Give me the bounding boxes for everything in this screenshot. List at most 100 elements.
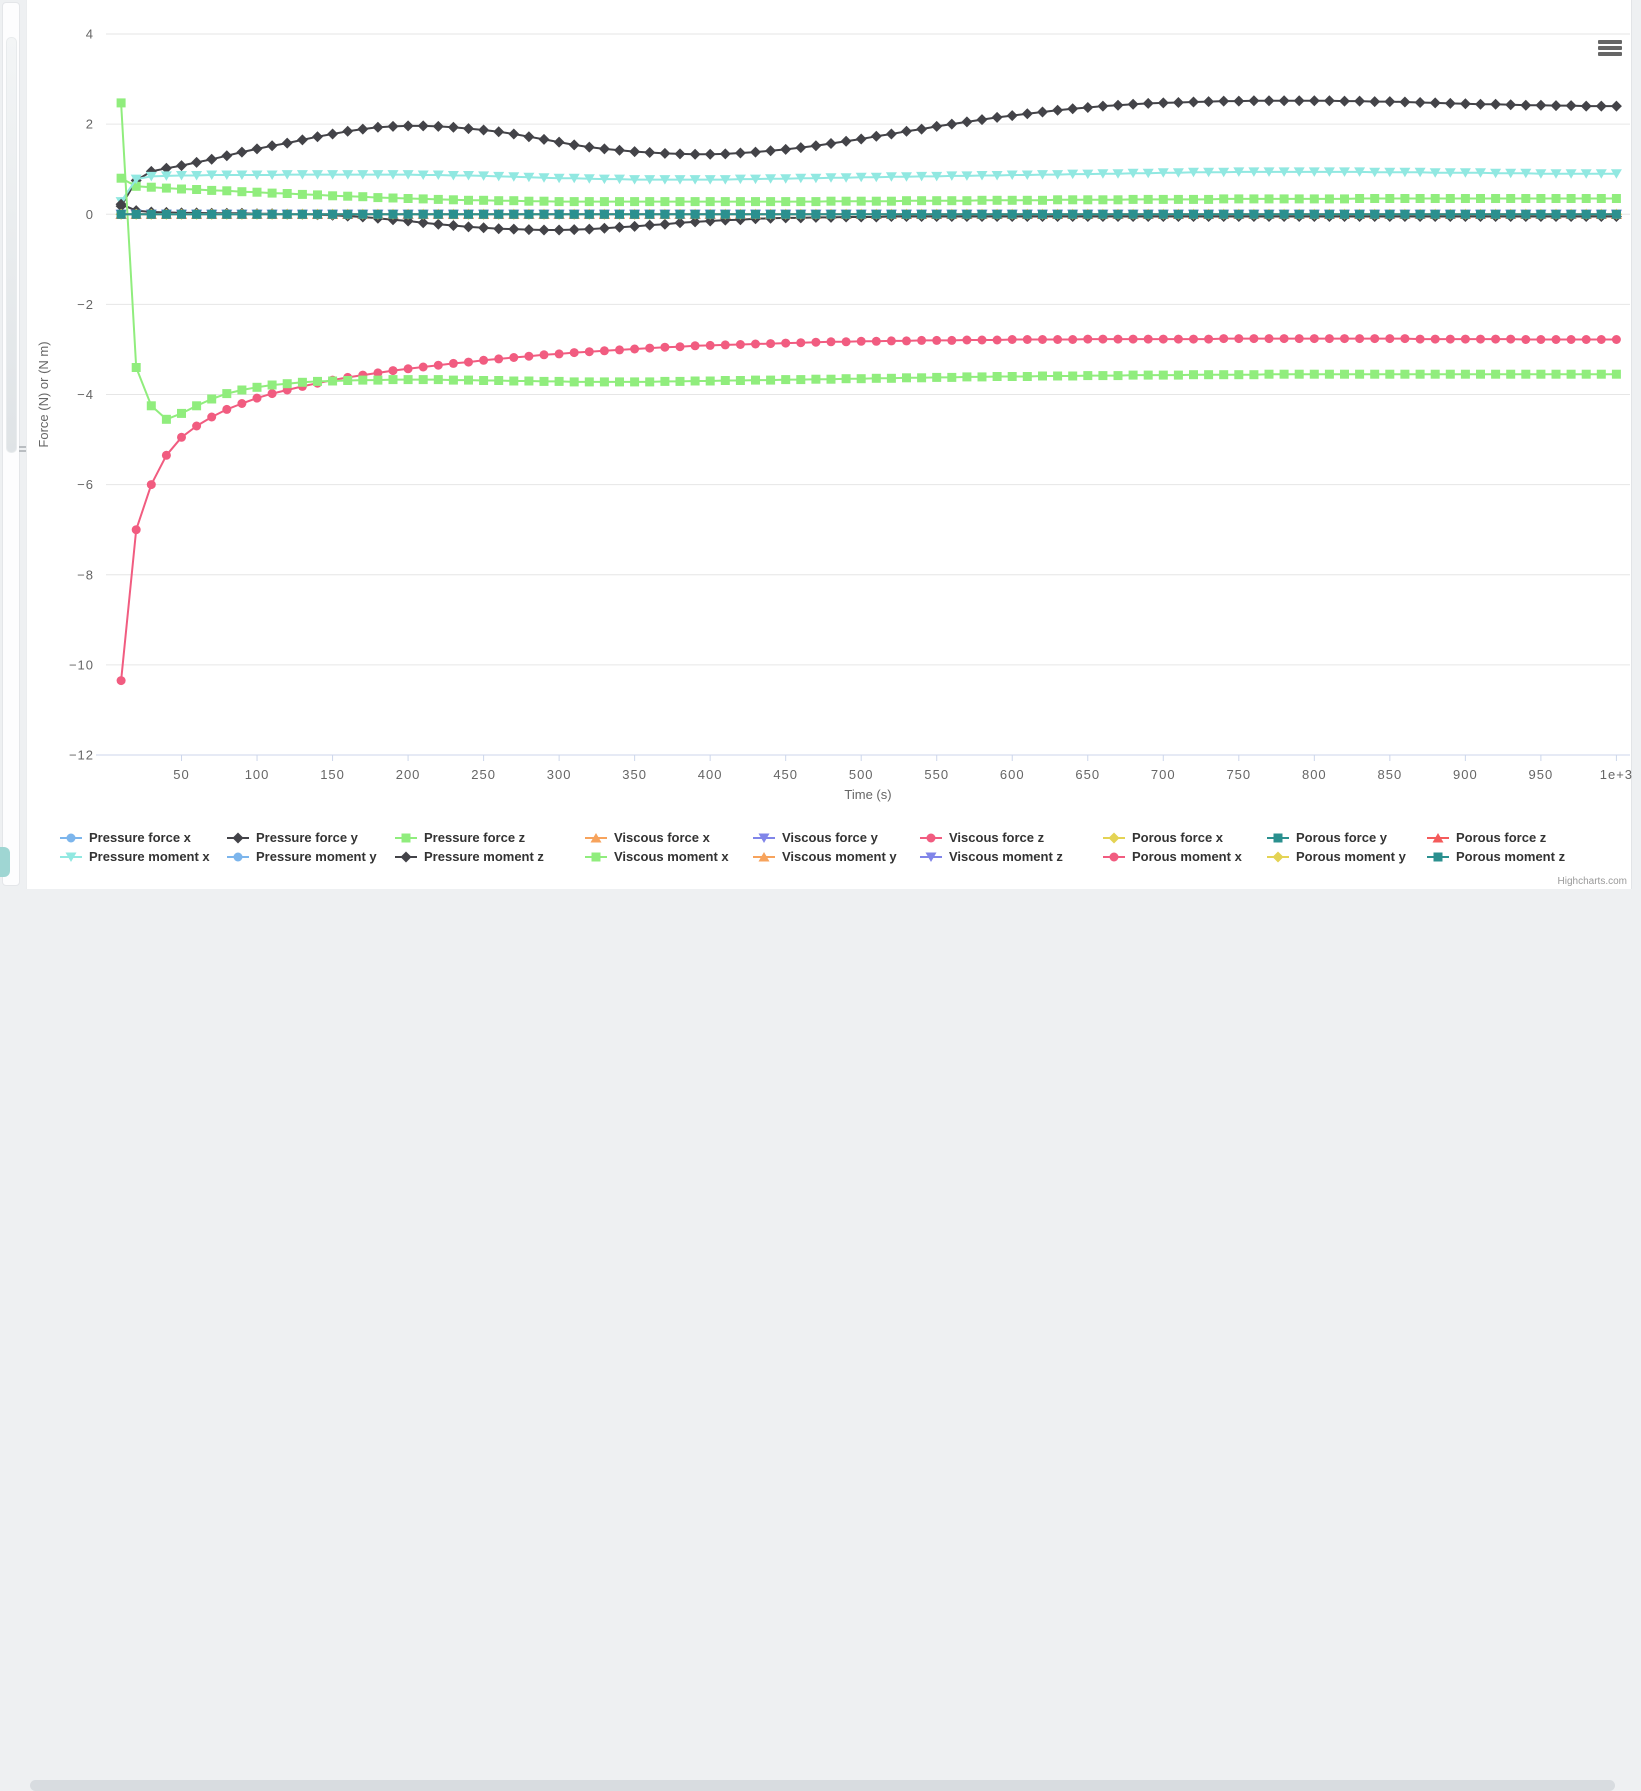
legend-label: Viscous force x [614, 830, 710, 845]
y-axis-tick-label: −6 [77, 477, 94, 492]
y-axis-title: Force (N) or (N m) [36, 341, 51, 447]
series-pressure-moment-x [115, 167, 1622, 207]
legend-item-viscous-force-y[interactable]: Viscous force y [753, 828, 920, 847]
chart-card [26, 0, 1632, 889]
left-scrollbar-thumb[interactable] [6, 37, 17, 453]
legend-item-porous-moment-x[interactable]: Porous moment x [1103, 847, 1267, 866]
x-axis-tick-label: 850 [1377, 767, 1402, 782]
x-axis-tick-label: 600 [1000, 767, 1025, 782]
chart-context-menu-button[interactable] [1594, 35, 1626, 61]
sidebar-accent-chip [0, 847, 10, 877]
legend-marker-icon [1267, 833, 1289, 842]
legend-marker-icon [1267, 851, 1289, 862]
legend-item-porous-force-z[interactable]: Porous force z [1427, 828, 1577, 847]
x-axis-tick-label: 350 [622, 767, 647, 782]
y-axis-tick-label: −8 [77, 567, 94, 582]
highcharts-credit[interactable]: Highcharts.com [1557, 876, 1627, 887]
legend-marker-icon [395, 851, 417, 862]
x-axis-tick-label: 250 [471, 767, 496, 782]
x-axis-tick-label: 100 [245, 767, 270, 782]
x-axis-tick-label: 650 [1075, 767, 1100, 782]
legend-label: Viscous moment x [614, 849, 729, 864]
legend-item-pressure-force-z[interactable]: Pressure force z [395, 828, 585, 847]
hamburger-icon [1598, 40, 1622, 44]
legend-item-pressure-moment-z[interactable]: Pressure moment z [395, 847, 585, 866]
panel-resize-handle-icon[interactable] [19, 446, 28, 454]
legend-label: Viscous moment y [782, 849, 897, 864]
legend-label: Porous force z [1456, 830, 1547, 845]
x-axis-tick-label: 800 [1302, 767, 1327, 782]
left-scrollbar-track[interactable] [2, 2, 20, 886]
legend-item-porous-force-y[interactable]: Porous force y [1267, 828, 1427, 847]
x-axis-tick-label: 50 [173, 767, 189, 782]
x-axis-tick-label: 400 [698, 767, 723, 782]
hamburger-icon [1598, 52, 1622, 56]
legend-label: Pressure moment x [89, 849, 210, 864]
legend-marker-icon [60, 852, 82, 862]
legend-marker-icon [395, 833, 417, 842]
legend-label: Porous moment x [1132, 849, 1242, 864]
legend-marker-icon [60, 833, 82, 842]
legend-label: Pressure moment z [424, 849, 544, 864]
x-axis-tick-label: 300 [547, 767, 572, 782]
legend-label: Pressure moment y [256, 849, 377, 864]
series-pressure-moment-z [115, 198, 1622, 236]
legend-marker-icon [1427, 852, 1449, 861]
legend-item-porous-moment-y[interactable]: Porous moment y [1267, 847, 1427, 866]
legend-item-pressure-force-y[interactable]: Pressure force y [227, 828, 395, 847]
x-axis-tick-label: 900 [1453, 767, 1478, 782]
legend-label: Pressure force y [256, 830, 358, 845]
legend-item-porous-moment-z[interactable]: Porous moment z [1427, 847, 1577, 866]
x-axis-tick-label: 1e+3 [1600, 767, 1633, 782]
x-axis-tick-label: 500 [849, 767, 874, 782]
legend-item-porous-force-x[interactable]: Porous force x [1103, 828, 1267, 847]
legend-marker-icon [585, 852, 607, 861]
x-axis-tick-label: 550 [924, 767, 949, 782]
legend-marker-icon [1103, 852, 1125, 861]
legend-label: Viscous force y [782, 830, 878, 845]
hamburger-icon [1598, 46, 1622, 50]
legend-item-viscous-force-z[interactable]: Viscous force z [920, 828, 1103, 847]
legend-label: Porous force x [1132, 830, 1224, 845]
y-axis-tick-label: −10 [69, 657, 94, 672]
legend-label: Pressure force z [424, 830, 526, 845]
y-axis-tick-label: 4 [86, 27, 94, 42]
series-pressure-force-z [116, 173, 1621, 207]
legend-label: Porous moment z [1456, 849, 1566, 864]
forces-chart: −12 −10 −8 −6 −4 −2 0 2 4 50 100 150 200 250 300 350 400… [36, 27, 1633, 803]
legend-marker-icon [920, 852, 942, 862]
series-porous-moment-z [116, 209, 1621, 219]
legend-marker-icon [753, 851, 775, 861]
chart-legend: Pressure force x Pressure force y Pressure… [60, 828, 1577, 866]
legend-item-viscous-moment-z[interactable]: Viscous moment z [920, 847, 1103, 866]
x-axis-tick-label: 200 [396, 767, 421, 782]
x-axis-tick-label: 150 [320, 767, 345, 782]
legend-item-pressure-moment-y[interactable]: Pressure moment y [227, 847, 395, 866]
legend-marker-icon [920, 833, 942, 842]
legend-label: Porous moment y [1296, 849, 1406, 864]
series-pressure-force-y [115, 95, 1622, 212]
legend-label: Viscous force z [949, 830, 1045, 845]
legend-marker-icon [227, 832, 249, 843]
legend-marker-icon [1103, 832, 1125, 843]
horizontal-scrollbar-track[interactable] [0, 889, 1641, 1791]
series-viscous-moment-x [116, 98, 1621, 424]
legend-item-viscous-moment-x[interactable]: Viscous moment x [585, 847, 753, 866]
x-axis-title: Time (s) [844, 787, 891, 802]
y-axis-tick-label: 2 [86, 117, 94, 132]
legend-item-viscous-force-x[interactable]: Viscous force x [585, 828, 753, 847]
x-axis-tick-label: 750 [1226, 767, 1251, 782]
legend-marker-icon [1427, 832, 1449, 842]
legend-marker-icon [227, 852, 249, 861]
y-axis-tick-label: −2 [77, 297, 94, 312]
legend-item-pressure-moment-x[interactable]: Pressure moment x [60, 847, 227, 866]
legend-label: Porous force y [1296, 830, 1388, 845]
x-axis-tick-label: 700 [1151, 767, 1176, 782]
legend-marker-icon [753, 833, 775, 843]
legend-item-viscous-moment-y[interactable]: Viscous moment y [753, 847, 920, 866]
y-axis-tick-label: 0 [86, 207, 94, 222]
y-axis-tick-label: −12 [69, 748, 94, 763]
horizontal-scrollbar-thumb[interactable] [30, 1780, 1615, 1791]
legend-item-pressure-force-x[interactable]: Pressure force x [60, 828, 227, 847]
y-axis-tick-label: −4 [77, 387, 94, 402]
